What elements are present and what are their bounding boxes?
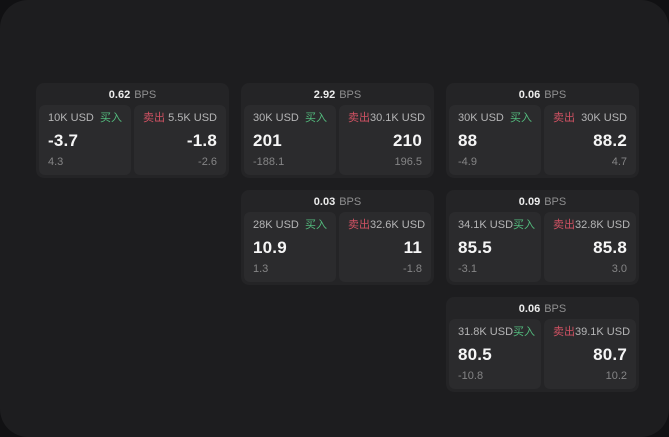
buy-notional: 30K USD [458,112,504,124]
sell-delta: 196.5 [394,156,422,168]
sell-delta: -2.6 [198,156,217,168]
bps-value: 0.62 [108,89,131,101]
sell-tile[interactable]: 卖出 5.5K USD -1.8 -2.6 [134,105,226,175]
sell-tile[interactable]: 卖出 32.6K USD 11 -1.8 [339,212,431,282]
buy-price: 10.9 [253,237,287,257]
sell-tag[interactable]: 卖出 [553,219,575,231]
buy-tile[interactable]: 10K USD 买入 -3.7 4.3 [39,105,131,175]
bps-value: 0.06 [518,303,541,315]
sell-notional: 30K USD [581,112,627,124]
buy-tile[interactable]: 31.8K USD 买入 80.5 -10.8 [449,319,541,389]
sell-tile[interactable]: 卖出 39.1K USD 80.7 10.2 [544,319,636,389]
sell-delta: 10.2 [605,370,627,382]
buy-tag[interactable]: 买入 [100,112,122,124]
buy-tile[interactable]: 34.1K USD 买入 85.5 -3.1 [449,212,541,282]
buy-price: 80.5 [458,344,492,364]
sell-delta: -1.8 [403,263,422,275]
sell-tile[interactable]: 卖出 30.1K USD 210 196.5 [339,105,431,175]
card-body: 34.1K USD 买入 85.5 -3.1 卖出 32.8K USD 85.8… [449,212,636,282]
buy-price: 85.5 [458,237,492,257]
buy-notional: 34.1K USD [458,219,514,231]
card-header: 0.03 BPS [244,193,431,212]
buy-tag[interactable]: 买入 [513,326,536,338]
sell-price: -1.8 [186,130,217,150]
sell-tile[interactable]: 卖出 32.8K USD 85.8 3.0 [544,212,636,282]
buy-tag[interactable]: 买入 [510,112,532,124]
buy-price: 201 [253,130,282,150]
bps-unit-label: BPS [134,89,157,101]
sell-tag[interactable]: 卖出 [348,112,370,124]
sell-notional: 32.6K USD [370,219,426,231]
buy-tag[interactable]: 买入 [305,112,327,124]
sell-price: 210 [393,130,422,150]
buy-delta: 4.3 [48,156,64,168]
sell-notional: 30.1K USD [370,112,426,124]
card-header: 0.09 BPS [449,193,636,212]
sell-tag[interactable]: 卖出 [553,112,575,124]
buy-delta: -188.1 [253,156,285,168]
sell-tag[interactable]: 卖出 [348,219,370,231]
bps-value: 0.09 [518,196,541,208]
buy-tag[interactable]: 买入 [305,219,327,231]
card-body: 28K USD 买入 10.9 1.3 卖出 32.6K USD 11 -1.8 [244,212,431,282]
quote-card[interactable]: 0.03 BPS 28K USD 买入 10.9 1.3 卖出 32.6K US… [241,190,434,285]
bps-value: 0.06 [518,89,541,101]
sell-price: 80.7 [593,344,627,364]
buy-tag[interactable]: 买入 [513,219,536,231]
bps-value: 2.92 [313,89,336,101]
buy-tile[interactable]: 30K USD 买入 88 -4.9 [449,105,541,175]
bps-unit-label: BPS [544,196,567,208]
sell-delta: 3.0 [611,263,627,275]
sell-delta: 4.7 [611,156,627,168]
card-header: 0.62 BPS [39,86,226,105]
buy-notional: 10K USD [48,112,94,124]
card-body: 30K USD 买入 88 -4.9 卖出 30K USD 88.2 4.7 [449,105,636,175]
card-header: 0.06 BPS [449,300,636,319]
quote-card[interactable]: 2.92 BPS 30K USD 买入 201 -188.1 卖出 30.1K … [241,83,434,178]
quote-card[interactable]: 0.62 BPS 10K USD 买入 -3.7 4.3 卖出 5.5K USD [36,83,229,178]
buy-price: -3.7 [48,130,79,150]
buy-delta: -3.1 [458,263,477,275]
sell-price: 11 [403,237,422,257]
buy-price: 88 [458,130,478,150]
quote-cards-grid: 0.62 BPS 10K USD 买入 -3.7 4.3 卖出 5.5K USD [36,83,639,392]
card-body: 30K USD 买入 201 -188.1 卖出 30.1K USD 210 1… [244,105,431,175]
sell-price: 85.8 [593,237,627,257]
bps-unit-label: BPS [339,89,362,101]
buy-delta: 1.3 [253,263,269,275]
buy-delta: -4.9 [458,156,477,168]
card-body: 10K USD 买入 -3.7 4.3 卖出 5.5K USD -1.8 -2.… [39,105,226,175]
sell-tile[interactable]: 卖出 30K USD 88.2 4.7 [544,105,636,175]
card-body: 31.8K USD 买入 80.5 -10.8 卖出 39.1K USD 80.… [449,319,636,389]
card-header: 2.92 BPS [244,86,431,105]
bps-unit-label: BPS [544,89,567,101]
buy-tile[interactable]: 30K USD 买入 201 -188.1 [244,105,336,175]
buy-tile[interactable]: 28K USD 买入 10.9 1.3 [244,212,336,282]
card-header: 0.06 BPS [449,86,636,105]
bps-unit-label: BPS [339,196,362,208]
sell-tag[interactable]: 卖出 [143,112,165,124]
buy-delta: -10.8 [458,370,484,382]
bps-unit-label: BPS [544,303,567,315]
quote-card[interactable]: 0.06 BPS 30K USD 买入 88 -4.9 卖出 30K USD [446,83,639,178]
sell-notional: 39.1K USD [575,326,631,338]
sell-notional: 32.8K USD [575,219,631,231]
quote-card[interactable]: 0.09 BPS 34.1K USD 买入 85.5 -3.1 卖出 32.8K… [446,190,639,285]
sell-price: 88.2 [593,130,627,150]
bps-value: 0.03 [313,196,336,208]
sell-notional: 5.5K USD [168,112,217,124]
buy-notional: 31.8K USD [458,326,514,338]
buy-notional: 30K USD [253,112,299,124]
buy-notional: 28K USD [253,219,299,231]
quote-card[interactable]: 0.06 BPS 31.8K USD 买入 80.5 -10.8 卖出 39.1… [446,297,639,392]
sell-tag[interactable]: 卖出 [553,326,575,338]
